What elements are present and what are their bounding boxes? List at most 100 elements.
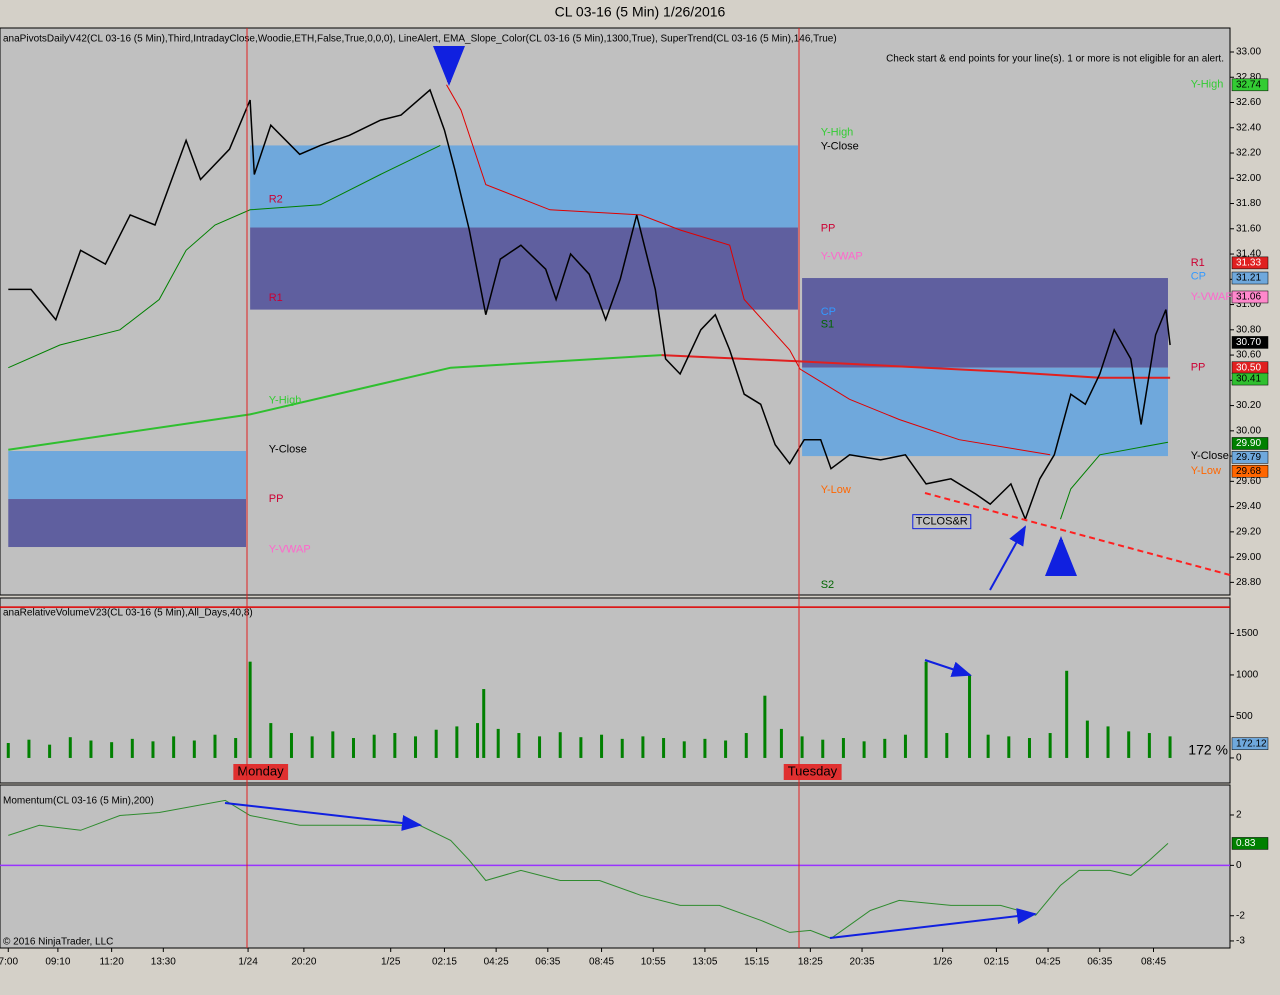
y-tick-label: 30.20 [1236,400,1261,411]
price-marker [1231,256,1269,270]
x-tick-label: 20:20 [291,957,316,968]
price-marker-label: 172.12 [1236,738,1267,749]
level-label: Y-Close [821,141,859,153]
y-tick-label: 29.20 [1236,527,1261,538]
volume-bar [662,738,666,758]
volume-bar [620,738,624,758]
price-marker [1231,271,1269,285]
volume-bar [310,736,314,758]
y-tick-label: 32.40 [1236,122,1261,133]
volume-bar [151,741,155,758]
y-tick-label: 30.80 [1236,324,1261,335]
volume-bar [1007,736,1011,758]
y-tick-label: 1500 [1236,628,1259,639]
pivot-zone [250,227,798,310]
level-label: Y-Close [1191,450,1229,462]
alert-text: Check start & end points for your line(s… [886,54,1224,65]
pivot-zone [802,367,1168,457]
volume-bar [269,723,273,758]
y-tick-label: 32.20 [1236,148,1261,159]
x-tick-label: 13:30 [151,957,176,968]
volume-bar [517,733,521,758]
volume-bar [496,728,500,758]
series-line [8,88,1171,522]
level-label: S1 [821,319,834,331]
volume-bar [1065,670,1069,758]
x-tick-label: 20:35 [850,957,875,968]
y-tick-label: 32.00 [1236,173,1261,184]
x-tick-label: 1/25 [381,957,401,968]
series-line [446,84,1051,456]
label-box [912,514,972,530]
price-marker-label: 30.50 [1236,362,1261,373]
y-tick-label: 31.00 [1236,299,1261,310]
arrow [829,908,1037,939]
price-marker-label: 31.06 [1236,292,1261,303]
level-label: Y-VWAP [269,543,311,555]
y-tick-label: 29.40 [1236,501,1261,512]
level-label: Y-High [821,127,854,139]
volume-bar [821,739,825,758]
x-tick-label: 11:20 [99,957,124,968]
volume-bar [1147,733,1151,758]
level-label: PP [269,493,284,505]
volume-bar [682,741,686,758]
volume-bar [351,738,355,758]
volume-bar [213,734,217,758]
price-marker-label: 0.83 [1236,838,1256,849]
volume-bar [6,743,10,758]
volume-bar [600,734,604,758]
y-tick-label: -2 [1236,910,1245,921]
volume-bar [703,738,707,758]
volume-bar [779,728,783,758]
price-marker [1231,336,1269,349]
volume-bar [248,661,252,758]
arrow [224,802,422,831]
level-label: CP [821,306,836,318]
x-tick-label: 1/24 [238,957,258,968]
y-tick-label: 500 [1236,711,1253,722]
volume-bar [130,738,134,758]
price-marker-label: 31.21 [1236,273,1261,284]
y-tick-label: 2 [1236,810,1242,821]
x-tick-label: 06:35 [1087,957,1112,968]
y-tick-label: 29.00 [1236,552,1261,563]
relative-volume-label: 172 % [1188,742,1228,758]
series-line [1060,441,1169,520]
x-tick-label: 1/26 [933,957,953,968]
volume-bar [455,726,459,758]
level-label: R2 [269,194,283,206]
price-marker [1231,737,1269,750]
volume-bar [1106,726,1110,758]
level-label: S2 [821,579,834,591]
level-label: Y-High [269,394,302,406]
volume-bar [482,689,486,758]
volume-bar [558,732,562,758]
x-tick-label: 08:45 [1141,957,1166,968]
y-tick-label: 28.80 [1236,577,1261,588]
arrow [989,525,1026,591]
y-tick-label: 1000 [1236,670,1259,681]
level-label: PP [1191,362,1206,374]
x-tick-label: 06:35 [535,957,560,968]
price-marker-label: 32.74 [1236,79,1261,90]
x-tick-label: 02:15 [432,957,457,968]
y-tick-label: 31.40 [1236,249,1261,260]
momentum-panel [0,784,1231,949]
price-marker [1231,837,1269,850]
indicator-label: Momentum(CL 03-16 (5 Min),200) [3,796,154,807]
price-marker [1231,437,1269,450]
level-label: Y-VWAP [821,250,863,262]
volume-bar [1168,736,1172,758]
pivot-zone [8,451,247,500]
y-tick-label: 31.60 [1236,223,1261,234]
series-line [8,144,441,369]
series-line [8,799,1169,939]
arrow [924,659,972,677]
volume-bar [110,742,114,758]
price-marker [1231,372,1269,386]
level-label: PP [821,223,836,235]
pivot-zone [8,499,247,548]
volume-bar [1127,731,1131,758]
volume-bar [986,734,990,758]
